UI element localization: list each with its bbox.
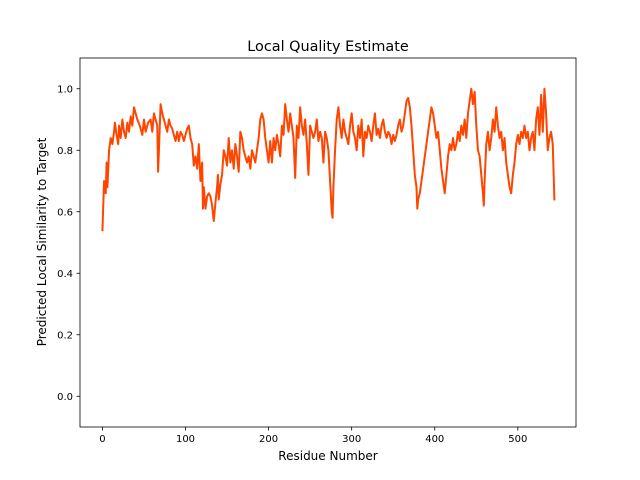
x-axis-label: Residue Number (278, 449, 377, 463)
y-tick-label: 0.4 (57, 269, 73, 280)
y-tick-label: 0.2 (57, 330, 73, 341)
chart-title: Local Quality Estimate (247, 39, 409, 55)
x-tick-label: 100 (176, 434, 195, 445)
y-axis-label: Predicted Local Similarity to Target (35, 137, 49, 346)
x-tick-label: 400 (425, 434, 444, 445)
x-tick-label: 0 (99, 434, 105, 445)
y-axis: 0.0 0.2 0.4 0.6 0.8 1.0 (57, 84, 80, 403)
x-tick-label: 200 (259, 434, 278, 445)
plot-area (79, 57, 577, 428)
y-tick-label: 1.0 (57, 84, 73, 95)
x-tick-label: 500 (508, 434, 527, 445)
y-tick-label: 0.0 (57, 392, 73, 403)
x-tick-label: 300 (342, 434, 361, 445)
axes-frame (79, 57, 577, 428)
y-tick-label: 0.6 (57, 207, 73, 218)
y-tick-label: 0.8 (57, 146, 73, 157)
series-line (101, 87, 556, 232)
x-axis: 0 100 200 300 400 500 (99, 427, 527, 445)
